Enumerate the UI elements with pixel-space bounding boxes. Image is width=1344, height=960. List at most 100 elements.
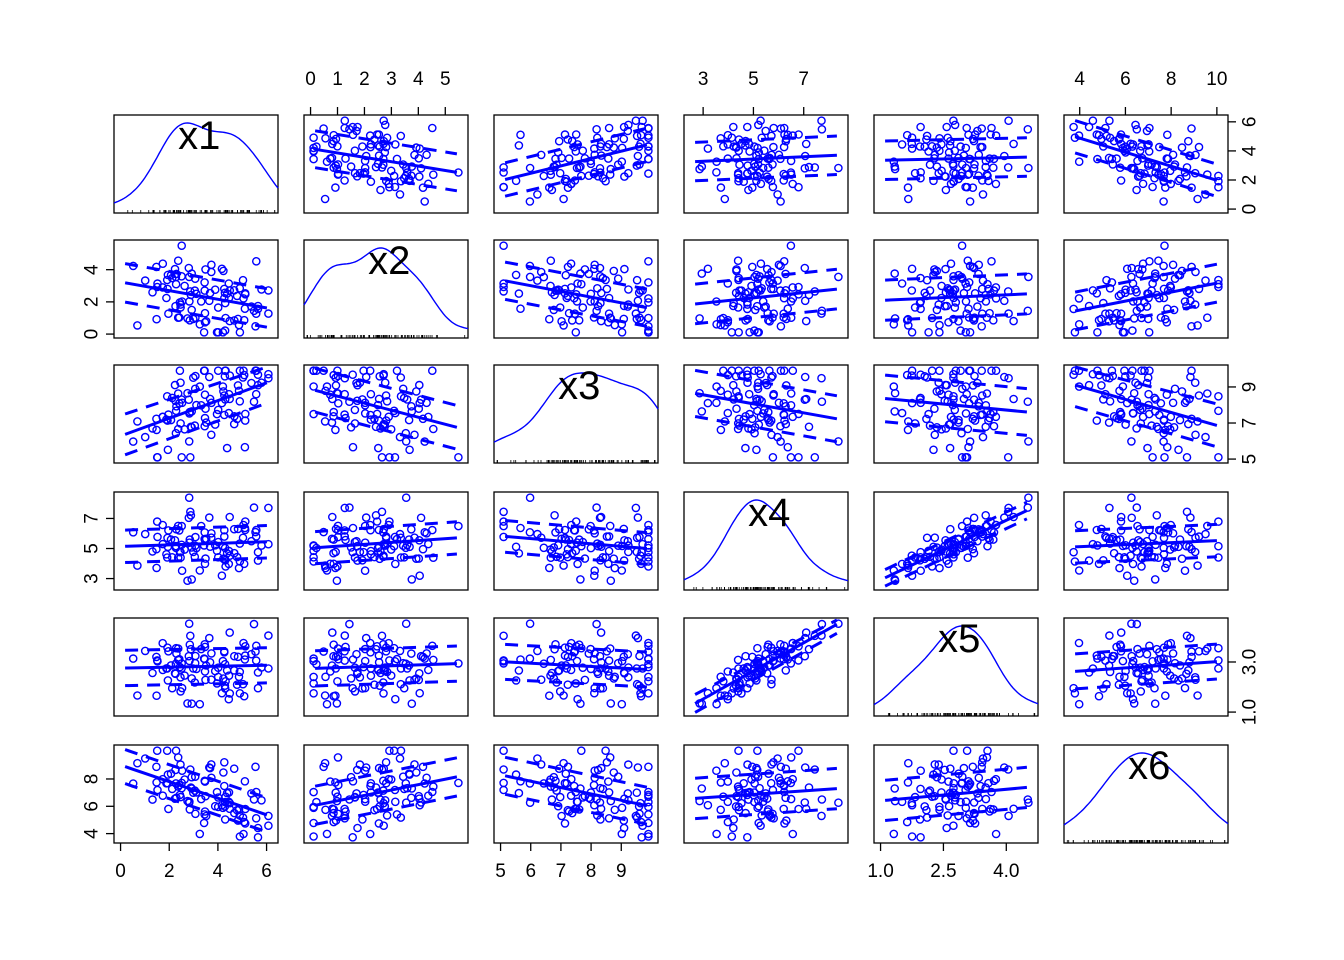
panel-x1-x2 (303, 114, 469, 214)
tick-label-x6: 10 (1206, 69, 1227, 90)
data-point (377, 163, 387, 172)
data-point (561, 270, 571, 280)
panel-frame (303, 114, 469, 214)
data-point (776, 197, 785, 206)
data-point (332, 576, 342, 586)
data-point (769, 309, 779, 319)
data-point (382, 811, 392, 820)
panel-x2-x1 (113, 239, 279, 339)
data-point (761, 302, 771, 311)
data-point (969, 163, 979, 173)
data-point (1184, 419, 1193, 429)
data-point (773, 190, 782, 199)
data-point (750, 142, 759, 151)
data-point (352, 649, 361, 659)
data-point (768, 279, 778, 288)
panel-x4-x3 (493, 491, 659, 591)
data-point (415, 571, 425, 581)
data-point (1201, 276, 1210, 285)
data-point (776, 321, 786, 331)
data-point (989, 315, 998, 325)
data-point (133, 691, 142, 700)
data-point (1101, 309, 1110, 319)
spread-line-lower (885, 312, 1027, 322)
data-point (991, 366, 1001, 376)
data-point (1116, 176, 1126, 185)
data-point (539, 272, 549, 282)
panel-frame (113, 239, 279, 339)
data-point (697, 784, 707, 793)
data-point (1174, 176, 1183, 186)
data-point (800, 163, 810, 173)
data-point (200, 278, 209, 287)
data-point (572, 656, 582, 666)
data-point (929, 445, 938, 455)
data-point (184, 619, 194, 629)
data-point (1138, 259, 1148, 269)
data-point (981, 422, 991, 432)
panel-x5-x6 (1063, 617, 1229, 717)
data-point (180, 281, 189, 291)
data-point (251, 762, 260, 772)
data-point (350, 405, 360, 415)
data-point (1074, 157, 1084, 166)
data-point (416, 513, 426, 523)
data-point (385, 182, 394, 192)
data-point (1069, 122, 1078, 132)
data-point (753, 746, 762, 756)
data-point (942, 122, 952, 132)
spread-line-lower (694, 307, 838, 326)
data-point (761, 126, 771, 136)
data-point (514, 141, 524, 150)
data-point (1150, 699, 1160, 709)
data-point (533, 276, 542, 285)
data-point (415, 688, 425, 698)
data-point (559, 194, 568, 204)
data-point (592, 306, 601, 316)
panel-x4-x1 (113, 491, 279, 591)
data-point (925, 160, 935, 169)
data-point (767, 679, 776, 689)
data-point (602, 284, 612, 294)
data-point (596, 628, 606, 637)
data-point (320, 691, 330, 700)
tick-label-x4: 7 (82, 513, 103, 524)
data-point (961, 279, 970, 288)
data-point (564, 154, 574, 163)
data-point (950, 120, 960, 130)
panel-x6-x4 (683, 744, 849, 844)
data-point (644, 154, 653, 164)
data-point (525, 272, 535, 282)
data-point (962, 746, 972, 756)
data-point (220, 815, 230, 824)
data-point (1107, 278, 1117, 287)
data-point (175, 366, 185, 376)
variable-label-x2: x2 (368, 239, 410, 283)
data-point (196, 297, 206, 306)
data-point (962, 123, 972, 133)
data-point (561, 769, 571, 779)
data-point (547, 185, 557, 195)
tick-label-x1: 4 (1240, 145, 1261, 156)
data-point (733, 168, 743, 178)
data-point (222, 443, 232, 453)
density-curve-x2 (303, 247, 469, 330)
tick-label-x4: 3 (82, 573, 103, 584)
panel-frame (873, 114, 1039, 214)
data-point (219, 758, 229, 767)
spread-line-upper (885, 136, 1027, 143)
data-point (991, 829, 1001, 839)
data-point (559, 561, 568, 570)
data-point (817, 795, 827, 804)
data-point (1109, 548, 1119, 558)
data-point (1150, 173, 1159, 183)
data-point (1132, 185, 1141, 195)
tick-label-x1: 6 (261, 861, 272, 882)
data-point (1114, 291, 1124, 301)
data-point (756, 116, 765, 125)
data-point (973, 126, 982, 136)
data-point (1069, 547, 1078, 557)
data-point (499, 765, 508, 774)
fit-line (694, 622, 838, 705)
data-point (978, 190, 988, 199)
